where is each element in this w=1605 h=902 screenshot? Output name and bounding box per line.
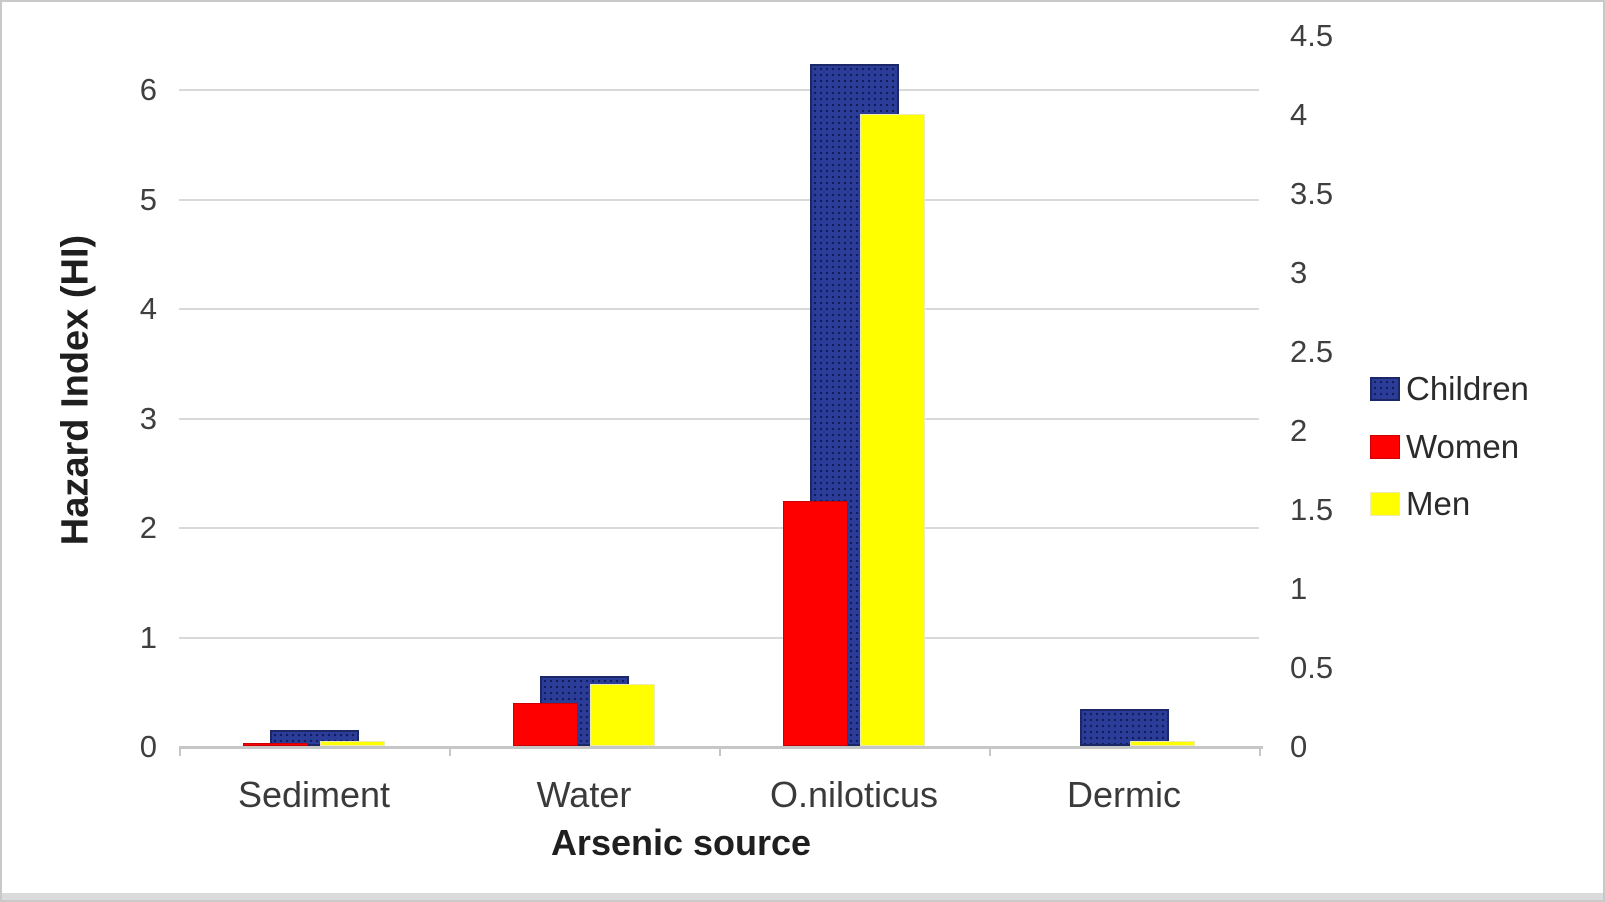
x-axis-tick-mark [989, 746, 991, 756]
left-axis-tick-label: 4 [139, 291, 157, 326]
right-axis-tick-label: 3.5 [1290, 176, 1334, 211]
x-category-label: Dermic [1067, 774, 1181, 815]
x-axis-tick-mark [719, 746, 721, 756]
x-axis-tick-mark [179, 746, 181, 756]
right-axis-tick-label: 0.5 [1290, 650, 1334, 685]
gridline [179, 637, 1259, 639]
left-axis-tick-label: 5 [139, 182, 157, 217]
right-axis-tick-label: 2.5 [1290, 334, 1334, 369]
bar-men-oniloticus [860, 114, 925, 746]
gridline [179, 199, 1259, 201]
left-axis-tick-label: 0 [139, 729, 157, 764]
legend-item-women: Women [1370, 428, 1519, 466]
legend-label: Children [1406, 370, 1529, 407]
x-category-label: Water [536, 774, 632, 815]
right-axis-tick-label: 1 [1290, 571, 1308, 606]
bottom-frame-strip [2, 893, 1603, 900]
x-axis-tick-mark [1259, 746, 1261, 756]
right-axis-tick-label: 0 [1290, 729, 1308, 764]
x-category-label: Sediment [237, 774, 391, 815]
left-axis-tick-label: 3 [139, 401, 157, 436]
bar-men-water [590, 684, 655, 746]
legend-swatch-men [1370, 492, 1400, 516]
right-axis-tick-label: 4 [1290, 97, 1308, 132]
gridline [179, 89, 1259, 91]
bar-women-sediment [243, 743, 308, 746]
x-axis-tick-mark [449, 746, 451, 756]
legend-item-men: Men [1370, 485, 1470, 523]
right-axis-tick-label: 1.5 [1290, 492, 1334, 527]
bar-men-sediment [320, 741, 385, 746]
x-category-label: O.niloticus [769, 774, 939, 815]
gridline [179, 418, 1259, 420]
bar-women-water [513, 703, 578, 746]
right-axis-tick-label: 2 [1290, 413, 1308, 448]
legend-label: Men [1406, 485, 1471, 522]
gridline [179, 527, 1259, 529]
legend-swatch-children [1370, 377, 1400, 401]
left-axis-tick-label: 6 [139, 72, 157, 107]
right-axis-tick-label: 4.5 [1290, 18, 1334, 53]
x-axis-title: Arsenic source [550, 822, 812, 863]
left-axis-tick-label: 2 [139, 510, 157, 545]
x-axis-line [179, 746, 1263, 749]
bar-women-oniloticus [783, 501, 848, 746]
bar-men-dermic [1130, 741, 1195, 746]
left-axis-tick-label: 1 [139, 620, 157, 655]
legend-item-children: Children [1370, 370, 1529, 408]
legend-swatch-women [1370, 435, 1400, 459]
legend-label: Women [1406, 428, 1520, 465]
bar-children-dermic [1080, 709, 1169, 746]
y-axis-title: Hazard Index (HI) [54, 234, 97, 546]
right-axis-tick-label: 3 [1290, 255, 1308, 290]
gridline [179, 308, 1259, 310]
